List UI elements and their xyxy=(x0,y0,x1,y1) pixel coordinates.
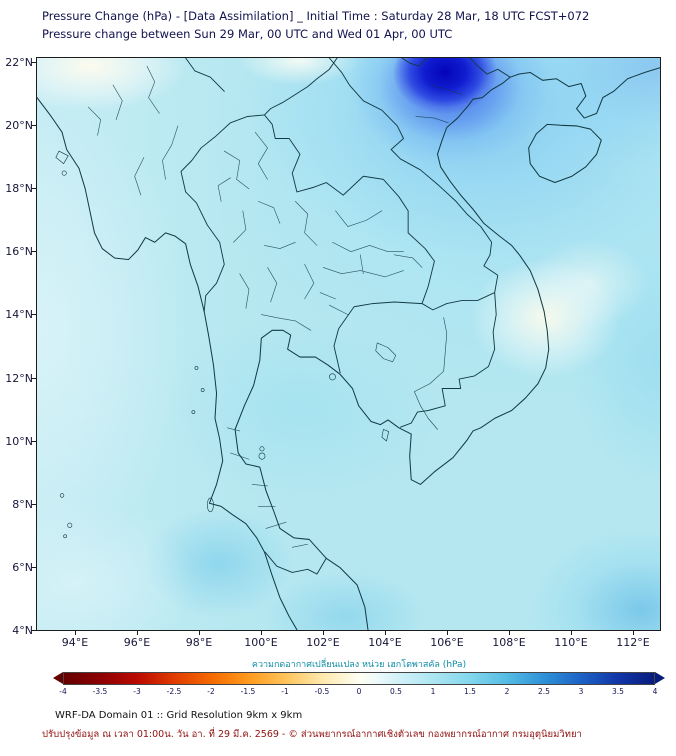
y-axis-tick-label: 8°N xyxy=(12,497,33,511)
colorbar-tick-label: 0.5 xyxy=(390,687,402,696)
tonle-sap-lake xyxy=(375,342,397,363)
x-axis-tick-label: 102°E xyxy=(306,636,340,649)
x-axis-tick-label: 112°E xyxy=(616,636,650,649)
page-title: Pressure Change (hPa) - [Data Assimilati… xyxy=(42,9,590,23)
x-axis-tick-mark xyxy=(447,631,448,635)
small-islands xyxy=(55,150,389,539)
y-axis-tick-label: 20°N xyxy=(5,119,33,133)
colorbar-tick-label: -2 xyxy=(207,687,215,696)
colorbar-tick-label: -0.5 xyxy=(314,687,330,696)
colorbar-tick-label: -1 xyxy=(281,687,289,696)
y-axis-tick-label: 16°N xyxy=(5,245,33,259)
colorbar-tick-label: -2.5 xyxy=(166,687,182,696)
colorbar-tick-label: 0 xyxy=(356,687,362,696)
colorbar-max-arrow xyxy=(655,672,665,684)
x-axis-tick-mark xyxy=(509,631,510,635)
colorbar-gradient xyxy=(63,672,655,685)
colorbar-tick-label: 2 xyxy=(504,687,510,696)
x-axis-tick-mark xyxy=(199,631,200,635)
mekong-river xyxy=(414,317,448,430)
x-axis-tick-mark xyxy=(571,631,572,635)
colorbar-tick-label: 3 xyxy=(578,687,584,696)
x-axis-tick-mark xyxy=(323,631,324,635)
y-axis-tick-label: 14°N xyxy=(5,308,33,322)
y-axis-tick-label: 6°N xyxy=(12,560,33,574)
x-axis-tick-label: 96°E xyxy=(123,636,151,649)
title-block: Pressure Change (hPa) - [Data Assimilati… xyxy=(42,7,589,43)
x-axis-tick-mark xyxy=(75,631,76,635)
colorbar-tick-label: -4 xyxy=(59,687,67,696)
country-borders xyxy=(180,58,511,575)
colorbar-tick-label: 1.5 xyxy=(464,687,476,696)
y-axis-tick-label: 18°N xyxy=(5,182,33,196)
page-subtitle: Pressure change between Sun 29 Mar, 00 U… xyxy=(42,27,453,41)
coastline-west xyxy=(37,97,298,630)
province-borders xyxy=(87,65,463,548)
x-axis-tick-mark xyxy=(385,631,386,635)
x-axis-tick-label: 98°E xyxy=(185,636,213,649)
x-axis-tick-label: 110°E xyxy=(554,636,588,649)
x-axis-tick-label: 94°E xyxy=(61,636,89,649)
colorbar xyxy=(53,672,665,685)
update-info: ปรับปรุงข้อมูล ณ เวลา 01:00น. วัน อา. ที… xyxy=(42,729,582,740)
hainan-island xyxy=(528,123,602,184)
colorbar-tick-label: 2.5 xyxy=(538,687,550,696)
x-axis-tick-label: 108°E xyxy=(492,636,526,649)
colorbar-tick-label: -3.5 xyxy=(92,687,108,696)
coastline-east xyxy=(234,67,660,630)
y-axis-tick-label: 10°N xyxy=(5,434,33,448)
map-plot xyxy=(36,57,661,631)
colorbar-label: ความกดอากาศเปลี่ยนแปลง หน่วย เฮกโตพาสคัล… xyxy=(251,660,467,670)
colorbar-tick-label: -3 xyxy=(133,687,141,696)
colorbar-ticks: -4 -3.5 -3 -2.5 -2 -1.5 -1 -0.5 0 0.5 1 1.5 2 2.5 3 3.5… xyxy=(59,687,658,699)
y-axis-tick-label: 22°N xyxy=(5,56,33,69)
x-axis-tick-mark xyxy=(137,631,138,635)
model-info: WRF-DA Domain 01 :: Grid Resolution 9km … xyxy=(55,710,303,721)
y-axis-tick-label: 4°N xyxy=(12,623,33,637)
x-axis-tick-label: 104°E xyxy=(368,636,402,649)
pressure-field-shading xyxy=(37,58,660,630)
x-axis-tick-mark xyxy=(633,631,634,635)
colorbar-tick-label: -1.5 xyxy=(240,687,256,696)
coastline-borders-svg xyxy=(37,58,660,630)
x-axis-tick-label: 106°E xyxy=(430,636,464,649)
y-axis-tick-label: 12°N xyxy=(5,371,33,385)
colorbar-tick-label: 4 xyxy=(652,687,658,696)
x-axis-tick-label: 100°E xyxy=(244,636,278,649)
colorbar-tick-label: 3.5 xyxy=(612,687,624,696)
colorbar-min-arrow xyxy=(53,672,63,684)
colorbar-tick-label: 1 xyxy=(430,687,436,696)
x-axis-tick-mark xyxy=(261,631,262,635)
